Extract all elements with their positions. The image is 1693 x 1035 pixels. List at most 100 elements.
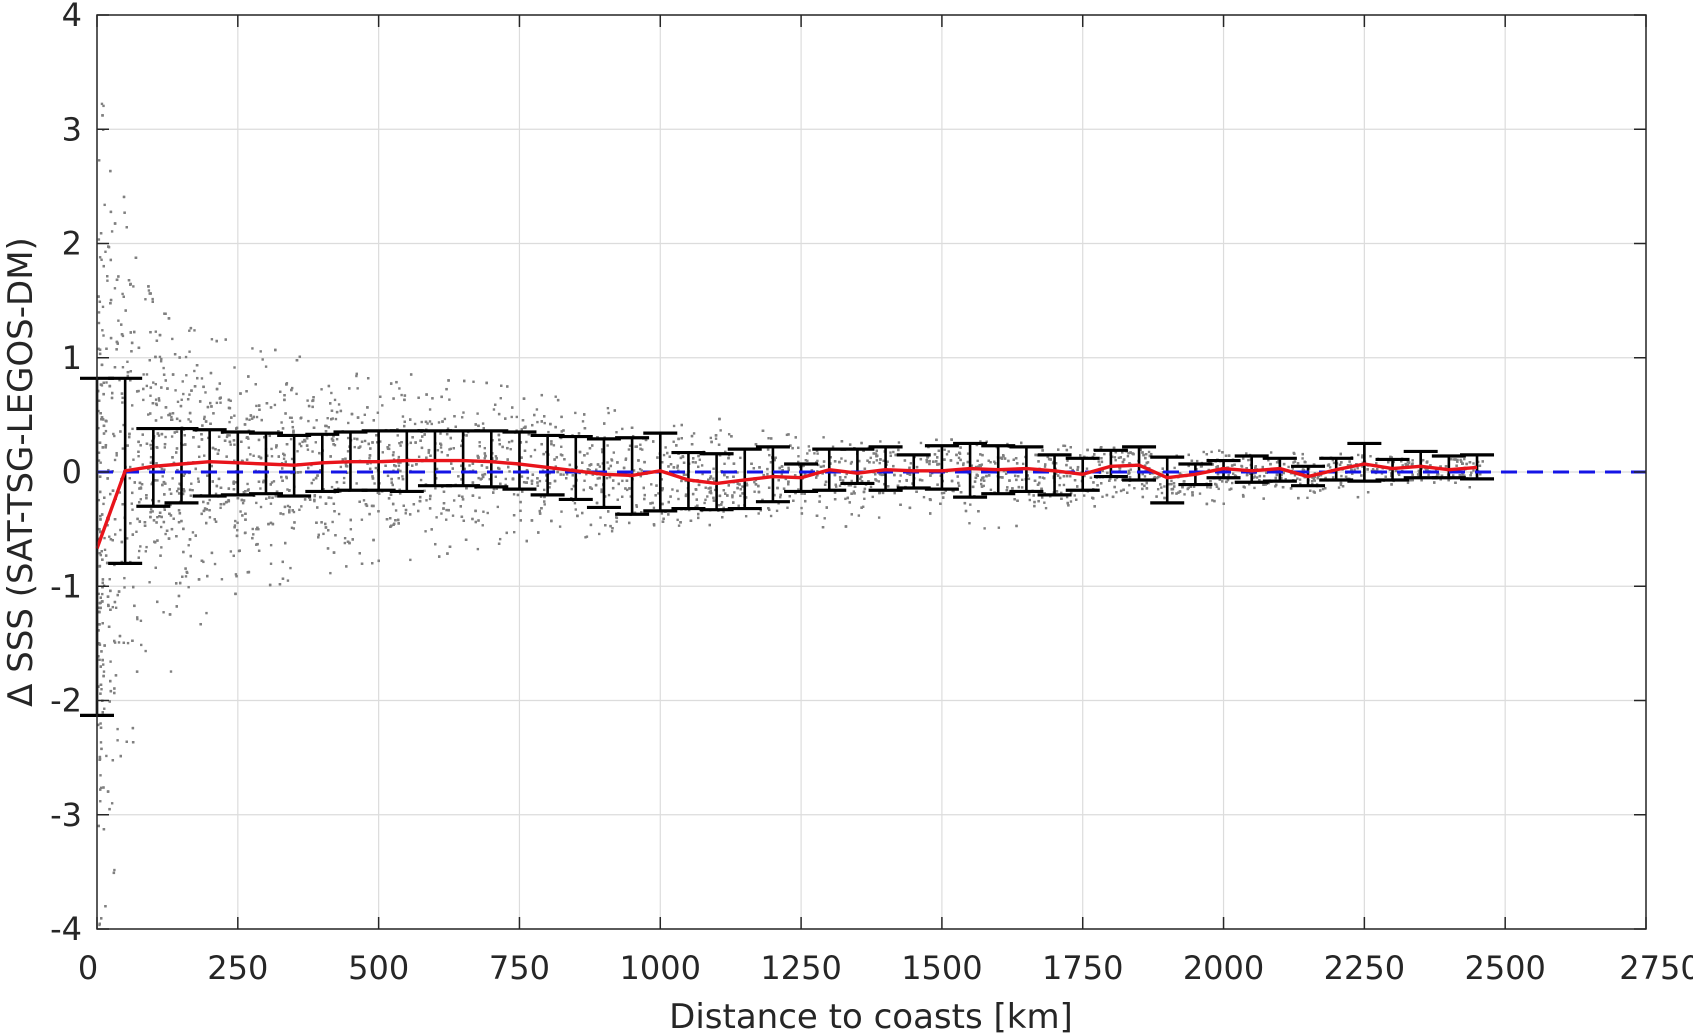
scatter-point — [691, 492, 695, 496]
scatter-point — [724, 450, 727, 454]
scatter-point — [115, 340, 119, 344]
scatter-point — [538, 509, 542, 513]
scatter-point — [736, 471, 739, 474]
scatter-point — [661, 487, 664, 490]
scatter-point — [319, 495, 322, 499]
scatter-point — [510, 439, 514, 443]
scatter-point — [1452, 458, 1455, 461]
scatter-point — [1144, 456, 1147, 460]
scatter-point — [150, 482, 153, 486]
scatter-point — [980, 478, 983, 482]
scatter-point — [620, 495, 624, 498]
scatter-point — [446, 552, 449, 555]
scatter-point — [999, 456, 1003, 459]
scatter-point — [137, 455, 140, 458]
scatter-point — [520, 475, 524, 478]
scatter-point — [841, 479, 845, 482]
scatter-point — [1456, 460, 1459, 463]
scatter-point — [208, 401, 212, 405]
scatter-point — [981, 476, 984, 480]
scatter-point — [476, 412, 479, 415]
scatter-point — [806, 459, 809, 462]
scatter-point — [113, 868, 116, 872]
scatter-point — [1460, 460, 1463, 463]
scatter-point — [496, 505, 500, 509]
scatter-point — [1014, 457, 1018, 460]
scatter-point — [709, 489, 712, 492]
scatter-point — [261, 358, 264, 361]
scatter-point — [414, 441, 417, 444]
scatter-point — [123, 211, 126, 214]
scatter-point — [312, 478, 315, 482]
scatter-point — [1021, 462, 1025, 466]
scatter-point — [100, 416, 104, 419]
scatter-point — [138, 520, 142, 523]
scatter-point — [394, 464, 397, 468]
scatter-point — [577, 432, 581, 435]
scatter-point — [279, 512, 282, 515]
scatter-point — [985, 474, 988, 478]
scatter-point — [652, 523, 656, 526]
scatter-point — [395, 380, 398, 384]
scatter-point — [249, 453, 252, 456]
scatter-point — [175, 605, 178, 608]
scatter-point — [862, 490, 866, 494]
scatter-point — [874, 452, 878, 455]
scatter-point — [1472, 469, 1475, 472]
scatter-point — [159, 554, 162, 557]
scatter-point — [1390, 456, 1393, 459]
scatter-point — [145, 384, 149, 388]
scatter-point — [160, 515, 163, 519]
scatter-point — [525, 539, 528, 543]
scatter-point — [409, 373, 413, 376]
scatter-point — [159, 525, 163, 529]
scatter-point — [448, 398, 451, 401]
scatter-point — [203, 507, 207, 510]
scatter-point — [121, 334, 125, 338]
scatter-point — [507, 440, 511, 444]
scatter-point — [968, 522, 971, 525]
scatter-point — [935, 438, 938, 442]
scatter-point — [586, 452, 589, 455]
scatter-point — [426, 422, 429, 425]
scatter-point — [120, 540, 124, 544]
scatter-point — [290, 388, 293, 392]
scatter-point — [708, 523, 711, 527]
scatter-point — [821, 526, 825, 529]
scatter-point — [151, 300, 154, 303]
scatter-point — [200, 438, 204, 441]
scatter-point — [100, 418, 103, 421]
scatter-point — [1284, 477, 1287, 481]
scatter-point — [607, 467, 611, 470]
scatter-point — [1178, 472, 1182, 475]
scatter-point — [102, 392, 105, 396]
scatter-point — [149, 330, 152, 334]
scatter-point — [244, 512, 247, 515]
scatter-point — [1313, 479, 1317, 482]
scatter-point — [594, 483, 598, 487]
scatter-point — [259, 505, 263, 509]
scatter-point — [932, 460, 935, 463]
scatter-point — [329, 455, 332, 458]
scatter-point — [616, 498, 619, 501]
scatter-point — [337, 403, 341, 406]
scatter-point — [437, 421, 441, 424]
scatter-point — [298, 355, 302, 358]
scatter-point — [398, 387, 401, 390]
scatter-point — [1282, 462, 1286, 466]
scatter-point — [1071, 468, 1074, 472]
scatter-point — [1253, 466, 1257, 470]
scatter-point — [285, 383, 288, 386]
scatter-point — [850, 479, 853, 483]
scatter-point — [486, 511, 489, 515]
scatter-point — [198, 455, 201, 459]
scatter-point — [634, 445, 637, 448]
scatter-point — [154, 355, 157, 359]
scatter-point — [697, 465, 700, 469]
scatter-point — [1341, 485, 1345, 488]
scatter-point — [1044, 506, 1048, 510]
scatter-point — [375, 434, 378, 437]
scatter-point — [697, 516, 700, 520]
scatter-point — [244, 518, 247, 521]
scatter-point — [573, 502, 577, 505]
